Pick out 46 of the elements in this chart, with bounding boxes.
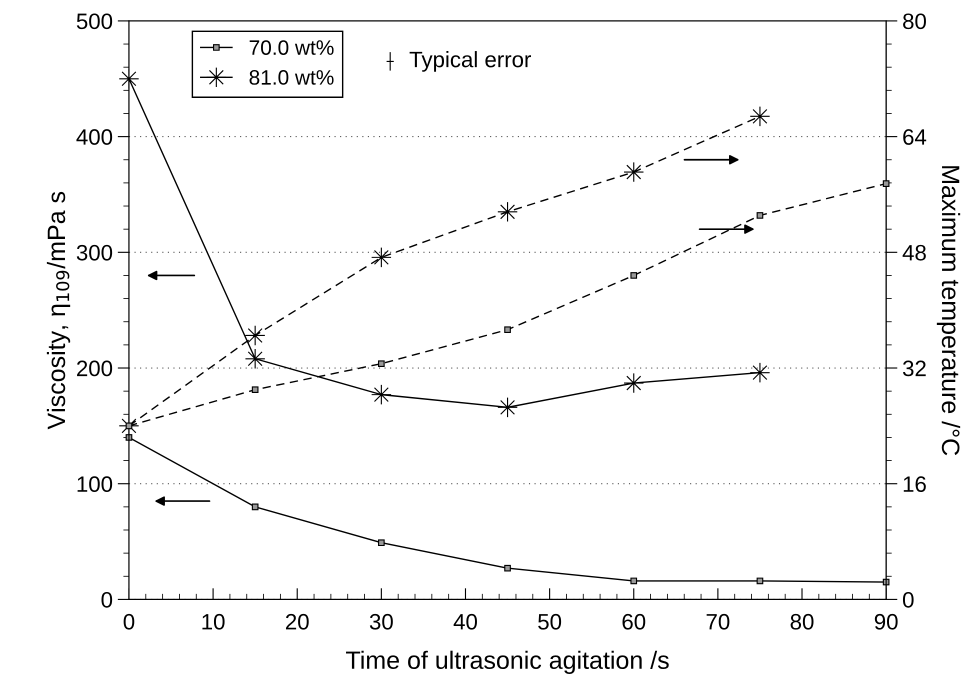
y-tick-label: 400	[76, 129, 112, 145]
point	[756, 212, 764, 219]
point	[497, 202, 518, 222]
point	[630, 578, 638, 584]
y-axis-title: Viscosity, η$_{109}$/mPa s	[46, 192, 70, 430]
point	[504, 564, 511, 572]
x-tick-label: 70	[706, 614, 730, 630]
point	[252, 504, 258, 510]
x-axis-title: Time of ultrasonic agitation /s	[346, 650, 669, 674]
y-tick-label: 500	[76, 13, 112, 30]
legend-label: 70.0 wt%	[250, 40, 334, 55]
x-tick-label: 80	[790, 614, 814, 630]
x-tick-label: 50	[538, 614, 562, 630]
point	[126, 434, 132, 441]
x-tick-label: 20	[286, 614, 309, 630]
y-tick-label: 100	[78, 476, 112, 492]
y-tick-label: 300	[76, 244, 112, 261]
y2-tick-label: 16	[904, 476, 926, 492]
point	[378, 360, 385, 368]
point	[378, 539, 385, 546]
x-tick-label: 40	[454, 614, 477, 630]
point	[244, 348, 266, 370]
annotation: Typical error	[410, 51, 532, 72]
point	[630, 272, 638, 279]
x-tick-label: 90	[874, 614, 898, 630]
point	[623, 372, 644, 394]
point	[756, 578, 764, 584]
y2-tick-label: 64	[903, 129, 926, 145]
x-tick-label: 60	[622, 614, 646, 630]
point	[504, 326, 511, 334]
point	[623, 162, 644, 182]
y2-tick-label: 48	[902, 244, 926, 261]
point	[882, 180, 890, 187]
y2-axis-title: Maximum temperature /°C	[936, 166, 960, 456]
y-tick-label: 0	[102, 592, 112, 608]
x-tick-label: 0	[124, 614, 134, 630]
y2-tick-label: 32	[902, 360, 926, 376]
y2-tick-label: 0	[902, 592, 914, 608]
legend-label: 81.0 wt%	[250, 70, 334, 85]
x-tick-label: 10	[202, 614, 225, 630]
x-tick-label: 30	[370, 614, 393, 630]
y2-tick-label: 80	[903, 13, 926, 30]
y-tick-label: 200	[77, 360, 112, 376]
point	[252, 386, 258, 394]
point	[371, 384, 392, 405]
point	[371, 247, 392, 268]
